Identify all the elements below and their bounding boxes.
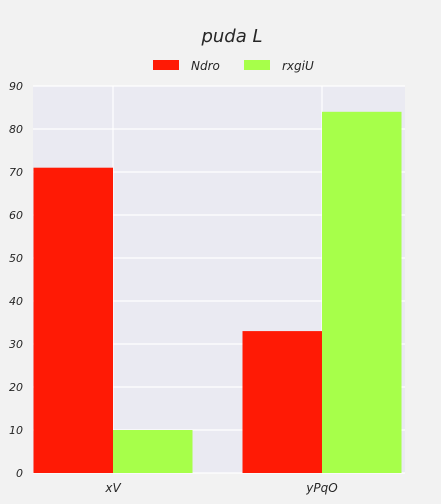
legend-label-ndro: Ndro bbox=[191, 59, 220, 73]
legend-label-rxgiu: rxgiU bbox=[282, 59, 314, 73]
legend-swatch-rxgiu bbox=[244, 60, 270, 70]
y-tick-label: 50 bbox=[9, 252, 23, 265]
chart-title: puda L bbox=[200, 26, 262, 47]
y-tick-label: 90 bbox=[9, 80, 23, 93]
bars bbox=[33, 111, 402, 474]
y-axis-ticks: 0 10 20 30 40 50 60 70 80 90 bbox=[9, 80, 23, 480]
legend: Ndro rxgiU bbox=[153, 59, 314, 73]
y-tick-label: 70 bbox=[9, 166, 23, 179]
bar-ndro-xv bbox=[33, 167, 113, 473]
y-tick-label: 80 bbox=[9, 123, 23, 136]
x-axis-ticks: xV yPqO bbox=[104, 481, 337, 495]
y-tick-label: 0 bbox=[16, 467, 23, 480]
bar-ndro-ypqo bbox=[242, 331, 322, 473]
y-tick-label: 10 bbox=[9, 424, 23, 437]
x-tick-label: xV bbox=[104, 481, 121, 495]
legend-swatch-ndro bbox=[153, 60, 179, 70]
bar-rxgiu-ypqo bbox=[322, 111, 402, 474]
y-tick-label: 30 bbox=[9, 338, 23, 351]
x-tick-label: yPqO bbox=[305, 481, 337, 495]
y-tick-label: 40 bbox=[9, 295, 23, 308]
y-tick-label: 20 bbox=[9, 381, 23, 394]
bar-rxgiu-xv bbox=[113, 430, 193, 473]
y-tick-label: 60 bbox=[9, 209, 23, 222]
